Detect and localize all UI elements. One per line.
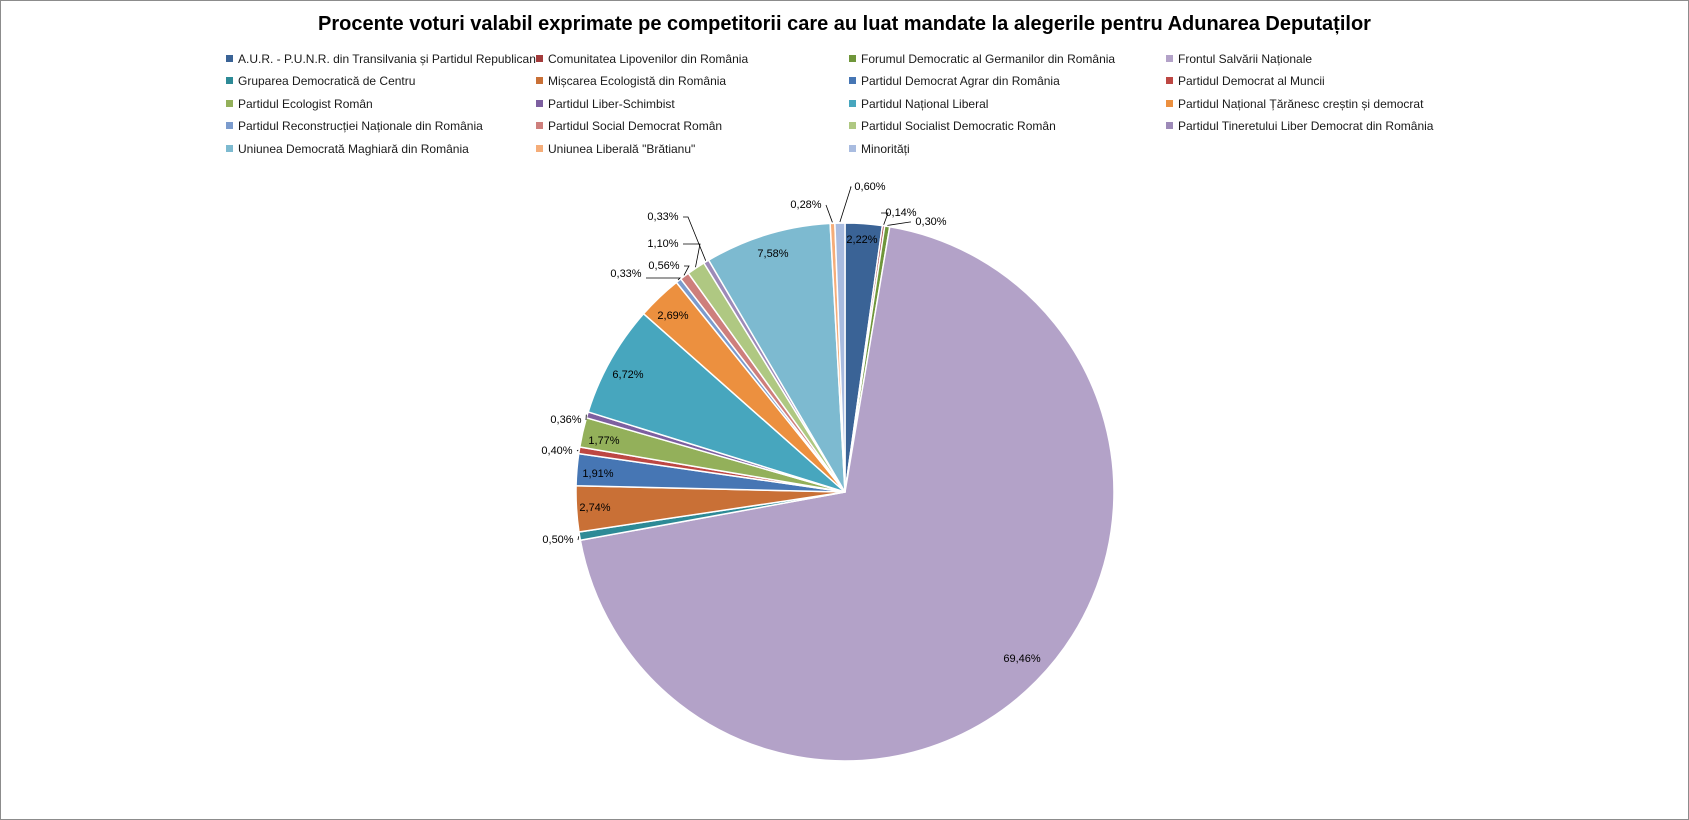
legend-label: Minorități <box>861 142 910 156</box>
data-label: 2,69% <box>657 310 688 322</box>
pie-slice <box>834 222 846 493</box>
legend-swatch <box>1166 122 1173 129</box>
legend-label: Partidul Reconstrucției Naționale din Ro… <box>238 119 483 133</box>
legend-label: Partidul Socialist Democratic Român <box>861 119 1056 133</box>
data-label: 0,30% <box>915 216 946 228</box>
legend-item: Mișcarea Ecologistă din România <box>536 74 726 88</box>
legend-label: Uniunea Liberală "Brătianu" <box>548 142 696 156</box>
legend-item: Partidul Liber-Schimbist <box>536 97 675 111</box>
legend-item: Comunitatea Lipovenilor din România <box>536 52 748 66</box>
data-label: 0,28% <box>790 199 821 211</box>
data-label: 0,33% <box>647 211 678 223</box>
legend-swatch <box>226 55 233 62</box>
legend-item: Partidul Democrat Agrar din România <box>849 74 1060 88</box>
legend-item: Partidul Tineretului Liber Democrat din … <box>1166 119 1433 133</box>
pie-slice <box>707 222 846 493</box>
chart-title: Procente voturi valabil exprimate pe com… <box>318 13 1371 35</box>
leader-line <box>825 204 833 223</box>
legend-item: Partidul Social Democrat Român <box>536 119 722 133</box>
legend-label: Gruparea Democratică de Centru <box>238 74 416 88</box>
leader-line <box>683 265 690 276</box>
data-label: 0,56% <box>648 260 679 272</box>
legend-item: Partidul Național Țărănesc creștin și de… <box>1166 97 1423 111</box>
data-label: 0,40% <box>541 445 572 457</box>
legend-swatch <box>849 122 856 129</box>
legend-swatch <box>849 55 856 62</box>
legend-label: Partidul Național Liberal <box>861 97 989 111</box>
leader-line <box>839 186 852 223</box>
legend-item: Partidul Reconstrucției Naționale din Ro… <box>226 119 483 133</box>
data-label: 0,60% <box>854 181 885 193</box>
legend-item: Partidul Național Liberal <box>849 97 988 111</box>
legend-item: A.U.R. - P.U.N.R. din Transilvania și Pa… <box>226 52 536 66</box>
legend-item: Gruparea Democratică de Centru <box>226 74 415 88</box>
legend-swatch <box>226 122 233 129</box>
legend-label: Partidul Liber-Schimbist <box>548 97 675 111</box>
leader-line <box>577 536 580 541</box>
legend-swatch <box>1166 100 1173 107</box>
legend-swatch <box>536 100 543 107</box>
legend-item: Partidul Socialist Democratic Român <box>849 119 1056 133</box>
legend-item: Uniunea Liberală "Brătianu" <box>536 142 695 156</box>
legend-label: Partidul Social Democrat Român <box>548 119 723 133</box>
leader-line <box>683 216 707 261</box>
legend-label: A.U.R. - P.U.N.R. din Transilvania și Pa… <box>238 52 536 66</box>
leader-line <box>646 277 682 281</box>
legend-swatch <box>536 77 543 84</box>
legend-item: Partidul Democrat al Muncii <box>1166 74 1325 88</box>
leader-line <box>576 449 579 452</box>
data-label: 69,46% <box>1003 653 1041 665</box>
legend-swatch <box>849 77 856 84</box>
data-label: 1,10% <box>647 238 678 250</box>
data-label: 1,77% <box>588 435 619 447</box>
legend-swatch <box>849 145 856 152</box>
legend-swatch <box>226 145 233 152</box>
data-label: 7,58% <box>757 248 788 260</box>
data-label: 6,72% <box>612 369 643 381</box>
data-label: 0,36% <box>550 414 581 426</box>
legend-swatch <box>226 100 233 107</box>
leader-line <box>887 221 911 226</box>
legend-swatch <box>226 77 233 84</box>
legend-label: Partidul Democrat al Muncii <box>1178 74 1325 88</box>
data-label: 0,50% <box>542 534 573 546</box>
legend-swatch <box>536 55 543 62</box>
legend-swatch <box>849 100 856 107</box>
legend-label: Comunitatea Lipovenilor din România <box>548 52 749 66</box>
legend-label: Frontul Salvării Naționale <box>1178 52 1313 66</box>
legend-label: Uniunea Democrată Maghiară din România <box>238 142 469 156</box>
legend-swatch <box>1166 55 1173 62</box>
legend-label: Mișcarea Ecologistă din România <box>548 74 727 88</box>
legend-swatch <box>536 145 543 152</box>
data-label: 2,22% <box>846 234 877 246</box>
data-label: 0,33% <box>610 268 641 280</box>
leader-line <box>683 243 701 268</box>
data-label: 0,14% <box>885 207 916 219</box>
legend-label: Partidul Național Țărănesc creștin și de… <box>1178 97 1424 111</box>
legend-item: Minorități <box>849 142 910 156</box>
legend-swatch <box>536 122 543 129</box>
legend-label: Partidul Ecologist Român <box>238 97 373 111</box>
legend-item: Uniunea Democrată Maghiară din România <box>226 142 469 156</box>
data-label: 2,74% <box>579 502 610 514</box>
legend-item: Partidul Ecologist Român <box>226 97 373 111</box>
legend-label: Forumul Democratic al Germanilor din Rom… <box>861 52 1116 66</box>
pie-slice <box>587 312 846 493</box>
data-label: 1,91% <box>582 468 613 480</box>
pie-slice <box>579 226 1115 762</box>
legend-label: Partidul Tineretului Liber Democrat din … <box>1178 119 1434 133</box>
legend-swatch <box>1166 77 1173 84</box>
leader-line <box>881 212 889 225</box>
legend-item: Forumul Democratic al Germanilor din Rom… <box>849 52 1115 66</box>
legend-label: Partidul Democrat Agrar din România <box>861 74 1060 88</box>
legend-item: Frontul Salvării Naționale <box>1166 52 1312 66</box>
